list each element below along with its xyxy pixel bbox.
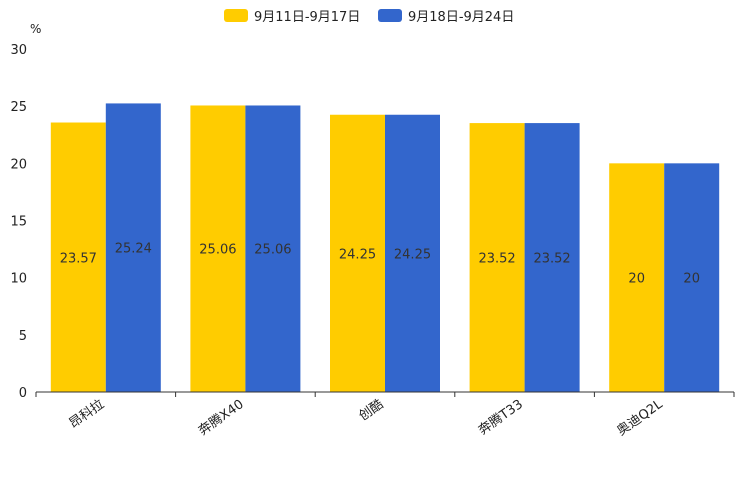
y-tick-label: 20 <box>10 157 27 172</box>
legend-swatch <box>378 9 402 22</box>
bar <box>524 123 580 392</box>
y-axis-unit-label: % <box>30 22 41 36</box>
y-tick-label: 15 <box>10 215 27 230</box>
legend-label: 9月11日-9月17日 <box>254 10 360 25</box>
bar <box>50 122 106 393</box>
bars: 23.57 25.24 25.06 25.06 24.25 24.25 23.52 23.52… <box>50 103 720 393</box>
bar-data-label: 23.52 <box>533 252 570 267</box>
y-axis: 0 5 10 15 20 25 30 <box>10 43 27 401</box>
bar-data-label: 20 <box>628 272 645 287</box>
bar <box>190 105 246 393</box>
bar <box>245 105 301 393</box>
bar <box>385 114 440 392</box>
x-tick-label: 创酷 <box>356 397 386 424</box>
y-tick-label: 25 <box>10 100 27 115</box>
bar-data-label: 24.25 <box>394 247 431 262</box>
bar-data-label: 25.24 <box>115 242 152 257</box>
bar-data-label: 23.57 <box>60 251 97 266</box>
bar-data-label: 20 <box>683 272 700 287</box>
bar-data-label: 25.06 <box>199 243 236 258</box>
bar-data-label: 23.52 <box>478 252 515 267</box>
x-axis: 昂科拉 奔腾X40 创酷 奔腾T33 奥迪Q2L <box>35 391 735 439</box>
legend-label: 9月18日-9月24日 <box>408 10 514 25</box>
y-tick-label: 10 <box>10 272 27 287</box>
bar <box>664 163 720 392</box>
x-tick-label: 奔腾T33 <box>475 396 526 438</box>
legend-swatch <box>224 9 248 22</box>
x-tick-label: 奥迪Q2L <box>614 397 666 439</box>
bar <box>469 123 525 392</box>
bar <box>330 114 385 392</box>
y-tick-label: 0 <box>19 386 27 401</box>
y-tick-label: 30 <box>10 43 27 58</box>
x-tick-label: 昂科拉 <box>67 397 108 432</box>
bar <box>609 163 665 392</box>
y-tick-label: 5 <box>19 329 27 344</box>
legend: 9月11日-9月17日 9月18日-9月24日 <box>224 9 514 25</box>
bar-data-label: 25.06 <box>254 243 291 258</box>
bar <box>105 103 161 392</box>
x-tick-label: 奔腾X40 <box>195 396 246 439</box>
bar-data-label: 24.25 <box>339 247 376 262</box>
